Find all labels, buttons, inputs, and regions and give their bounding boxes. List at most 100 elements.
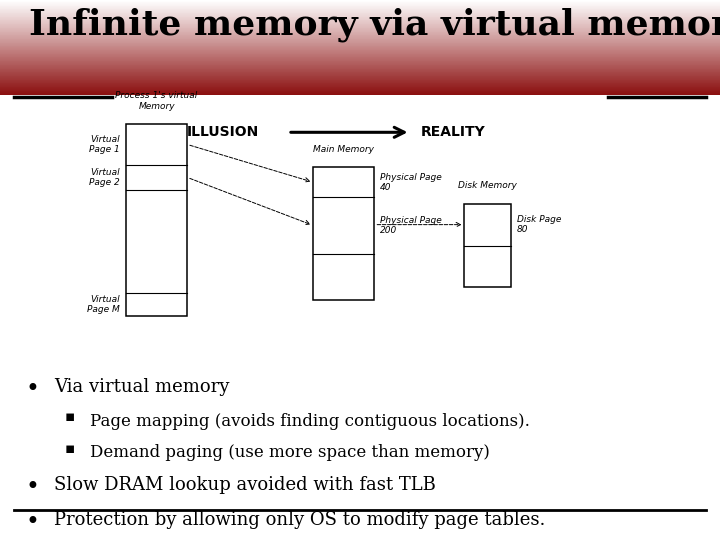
Bar: [0, 75, 720, 76]
Bar: [0, 39, 720, 40]
Bar: [0, 93, 720, 94]
Bar: [0, 37, 720, 38]
Bar: [0, 21, 720, 22]
Bar: [0, 73, 720, 74]
Bar: [0, 42, 720, 43]
Text: REALITY: REALITY: [421, 125, 486, 139]
Bar: [0, 64, 720, 65]
Bar: [0, 38, 720, 39]
Bar: [0, 10, 720, 11]
Bar: [0, 22, 720, 23]
Bar: [0, 88, 720, 89]
Bar: [0, 51, 720, 52]
Text: •: •: [25, 511, 39, 534]
Bar: [0, 15, 720, 16]
Bar: [0, 58, 720, 59]
Bar: [0, 44, 720, 45]
Bar: [0, 19, 720, 21]
Bar: [0, 85, 720, 86]
Bar: [0, 3, 720, 4]
Text: ▪: ▪: [65, 442, 75, 456]
Bar: [0, 91, 720, 92]
Bar: [0, 62, 720, 63]
Bar: [0, 31, 720, 32]
Bar: [0, 24, 720, 25]
Bar: [313, 167, 374, 300]
Bar: [0, 36, 720, 37]
Bar: [0, 43, 720, 44]
Bar: [0, 8, 720, 9]
Bar: [0, 49, 720, 50]
Bar: [464, 204, 511, 287]
Bar: [0, 92, 720, 93]
Bar: [0, 82, 720, 83]
Bar: [0, 5, 720, 6]
Bar: [0, 41, 720, 42]
Text: Page mapping (avoids finding contiguous locations).: Page mapping (avoids finding contiguous …: [90, 413, 530, 430]
Text: Demand paging (use more space than memory): Demand paging (use more space than memor…: [90, 444, 490, 461]
Bar: [0, 59, 720, 60]
Bar: [0, 84, 720, 85]
Bar: [0, 78, 720, 79]
Text: Disk Memory: Disk Memory: [459, 181, 517, 190]
Bar: [0, 53, 720, 55]
Bar: [0, 87, 720, 88]
Bar: [0, 26, 720, 27]
Bar: [0, 72, 720, 73]
Text: Main Memory: Main Memory: [313, 145, 374, 154]
Bar: [0, 4, 720, 5]
Bar: [0, 16, 720, 17]
Bar: [0, 0, 720, 1]
Text: Virtual
Page 1: Virtual Page 1: [89, 135, 120, 154]
Bar: [0, 17, 720, 18]
Text: Process 1's virtual
Memory: Process 1's virtual Memory: [115, 91, 198, 111]
Bar: [0, 83, 720, 84]
Bar: [0, 6, 720, 7]
Text: Infinite memory via virtual memory: Infinite memory via virtual memory: [29, 8, 720, 42]
Bar: [0, 65, 720, 66]
Bar: [0, 56, 720, 57]
Bar: [0, 48, 720, 49]
Bar: [0, 69, 720, 70]
Bar: [0, 67, 720, 68]
Bar: [0, 86, 720, 87]
Bar: [0, 12, 720, 14]
Bar: [0, 45, 720, 46]
Bar: [0, 1, 720, 2]
Bar: [0, 35, 720, 36]
Bar: [0, 80, 720, 81]
Text: Disk Page
80: Disk Page 80: [517, 215, 562, 234]
Bar: [0, 79, 720, 80]
Bar: [0, 18, 720, 19]
Text: Physical Page
40: Physical Page 40: [380, 173, 442, 192]
Bar: [0, 50, 720, 51]
Bar: [0, 40, 720, 41]
Bar: [0, 57, 720, 58]
Bar: [0, 9, 720, 10]
Bar: [0, 76, 720, 77]
Text: ILLUSION: ILLUSION: [187, 125, 259, 139]
Text: Slow DRAM lookup avoided with fast TLB: Slow DRAM lookup avoided with fast TLB: [54, 476, 436, 494]
Bar: [0, 34, 720, 35]
Bar: [0, 32, 720, 33]
Text: Via virtual memory: Via virtual memory: [54, 378, 230, 396]
Bar: [0, 14, 720, 15]
Bar: [0, 90, 720, 91]
Text: ▪: ▪: [65, 410, 75, 424]
Bar: [0, 23, 720, 24]
Bar: [0, 2, 720, 3]
Bar: [0, 66, 720, 67]
Bar: [0, 28, 720, 29]
Text: Virtual
Page 2: Virtual Page 2: [89, 168, 120, 187]
Bar: [0, 89, 720, 90]
Bar: [0, 46, 720, 47]
Bar: [0, 25, 720, 26]
Bar: [0, 81, 720, 82]
Bar: [0, 29, 720, 30]
Bar: [0, 68, 720, 69]
Text: Protection by allowing only OS to modify page tables.: Protection by allowing only OS to modify…: [54, 511, 545, 529]
Bar: [0, 30, 720, 31]
Bar: [0, 55, 720, 56]
Bar: [0, 74, 720, 75]
Bar: [0, 33, 720, 34]
